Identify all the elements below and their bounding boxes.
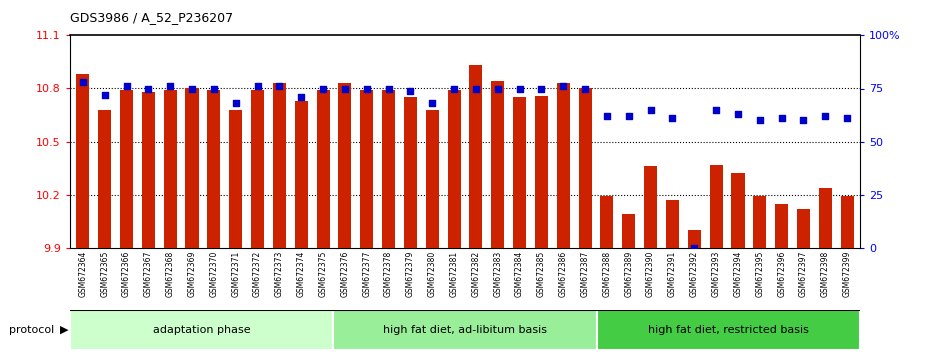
- Point: [621, 113, 636, 119]
- Point: [446, 86, 461, 91]
- Point: [490, 86, 505, 91]
- Bar: [557, 83, 570, 248]
- Text: ▶: ▶: [60, 325, 69, 335]
- Point: [206, 86, 221, 91]
- Point: [534, 86, 549, 91]
- Bar: [360, 90, 373, 248]
- Point: [774, 115, 789, 121]
- Point: [644, 107, 658, 113]
- Bar: [644, 166, 658, 248]
- Point: [469, 86, 484, 91]
- Bar: [666, 200, 679, 248]
- Bar: [818, 188, 831, 248]
- Point: [403, 88, 418, 93]
- Bar: [753, 196, 766, 248]
- Bar: [76, 74, 89, 248]
- Bar: [295, 101, 308, 248]
- Point: [687, 245, 702, 251]
- Bar: [841, 196, 854, 248]
- Point: [731, 111, 746, 117]
- Point: [98, 92, 113, 98]
- Point: [294, 94, 309, 100]
- Bar: [333, 310, 597, 350]
- Bar: [404, 97, 417, 248]
- Point: [228, 101, 243, 106]
- Point: [512, 86, 527, 91]
- Bar: [141, 92, 155, 248]
- Bar: [120, 90, 133, 248]
- Bar: [470, 65, 483, 248]
- Point: [359, 86, 374, 91]
- Point: [141, 86, 156, 91]
- Bar: [578, 88, 591, 248]
- Point: [272, 84, 286, 89]
- Point: [163, 84, 178, 89]
- Point: [315, 86, 330, 91]
- Bar: [382, 90, 395, 248]
- Bar: [491, 81, 504, 248]
- Point: [840, 115, 855, 121]
- Point: [578, 86, 592, 91]
- Point: [338, 86, 352, 91]
- Point: [600, 113, 615, 119]
- Bar: [251, 90, 264, 248]
- Bar: [601, 196, 614, 248]
- Point: [709, 107, 724, 113]
- Bar: [70, 310, 333, 350]
- Point: [796, 118, 811, 123]
- Bar: [535, 96, 548, 248]
- Point: [381, 86, 396, 91]
- Text: GDS3986 / A_52_P236207: GDS3986 / A_52_P236207: [70, 11, 232, 24]
- Point: [817, 113, 832, 119]
- Bar: [731, 173, 745, 248]
- Bar: [207, 90, 220, 248]
- Text: protocol: protocol: [9, 325, 55, 335]
- Point: [556, 84, 571, 89]
- Point: [75, 79, 90, 85]
- Point: [425, 101, 440, 106]
- Point: [250, 84, 265, 89]
- Point: [752, 118, 767, 123]
- Bar: [622, 214, 635, 248]
- Bar: [710, 165, 723, 248]
- Point: [119, 84, 134, 89]
- Bar: [447, 90, 460, 248]
- Bar: [688, 230, 701, 248]
- Bar: [797, 209, 810, 248]
- Bar: [513, 97, 526, 248]
- Bar: [185, 88, 199, 248]
- Bar: [272, 83, 286, 248]
- Bar: [339, 83, 352, 248]
- Text: high fat diet, ad-libitum basis: high fat diet, ad-libitum basis: [383, 325, 547, 335]
- Bar: [597, 310, 860, 350]
- Point: [665, 115, 680, 121]
- Text: adaptation phase: adaptation phase: [153, 325, 250, 335]
- Bar: [99, 110, 112, 248]
- Bar: [775, 204, 789, 248]
- Point: [184, 86, 199, 91]
- Bar: [164, 90, 177, 248]
- Bar: [229, 110, 242, 248]
- Text: high fat diet, restricted basis: high fat diet, restricted basis: [648, 325, 809, 335]
- Bar: [316, 90, 329, 248]
- Bar: [426, 110, 439, 248]
